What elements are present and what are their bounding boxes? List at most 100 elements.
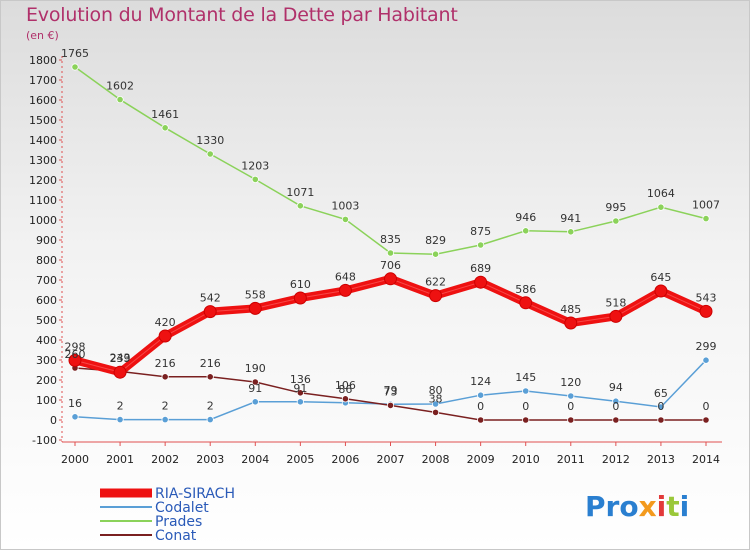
data-point	[564, 316, 578, 330]
data-label: 543	[696, 291, 717, 304]
data-label: 1007	[692, 199, 720, 212]
data-point	[474, 275, 488, 289]
data-point	[161, 373, 169, 381]
y-tick-label: 500	[36, 314, 57, 327]
x-tick-label: 2010	[512, 453, 540, 466]
data-point	[116, 415, 124, 424]
data-label: 622	[425, 276, 446, 289]
y-tick-label: 0	[50, 414, 57, 427]
data-label: 0	[567, 400, 574, 413]
data-point	[609, 309, 623, 323]
data-label: 124	[470, 375, 491, 388]
data-point	[116, 96, 124, 104]
y-tick-label: 1400	[29, 134, 57, 147]
y-tick-label: 1000	[29, 214, 57, 227]
y-tick-label: 700	[36, 274, 57, 287]
x-tick-label: 2004	[241, 453, 269, 466]
legend-label: Prades	[155, 514, 202, 530]
y-tick-label: 1300	[29, 154, 57, 167]
data-label: 1461	[151, 108, 179, 121]
data-label: 586	[515, 283, 536, 296]
data-label: 0	[703, 400, 710, 413]
data-point	[341, 395, 350, 403]
data-point	[206, 415, 214, 424]
data-point	[206, 150, 214, 158]
x-tick-label: 2005	[286, 453, 314, 466]
data-point	[431, 250, 440, 258]
logo-part: i	[656, 490, 667, 523]
data-label: 79	[384, 384, 398, 397]
data-point	[384, 272, 397, 286]
data-point	[612, 397, 620, 405]
x-tick-label: 2007	[377, 453, 405, 466]
data-point	[386, 249, 395, 257]
data-label: 1602	[106, 80, 134, 93]
chart-title: Evolution du Montant de la Dette par Hab…	[26, 4, 458, 26]
data-label: 216	[155, 357, 176, 370]
x-tick-label: 2009	[467, 453, 495, 466]
logo-part: t	[666, 490, 680, 523]
y-tick-label: 100	[36, 394, 57, 407]
y-tick-label: 1700	[29, 74, 57, 87]
legend-label: Codalet	[155, 500, 209, 516]
y-tick-label: 400	[36, 334, 57, 347]
chart-unit: (en €)	[26, 29, 59, 42]
x-tick-label: 2014	[692, 453, 720, 466]
data-label: 80	[429, 384, 443, 397]
logo-part: x	[638, 490, 657, 523]
data-label: 38	[429, 392, 443, 405]
data-label: 2	[117, 400, 124, 413]
data-point	[702, 356, 710, 364]
data-point	[206, 373, 214, 381]
data-point	[431, 408, 440, 416]
data-point	[248, 301, 262, 315]
x-tick-label: 2013	[647, 453, 675, 466]
data-point	[251, 398, 259, 406]
data-label: 1765	[61, 47, 89, 60]
data-label: 2	[207, 400, 214, 413]
data-label: 610	[290, 278, 311, 291]
x-tick-label: 2006	[331, 453, 359, 466]
data-label: 542	[200, 292, 221, 305]
series-line-prades	[74, 66, 707, 255]
data-point	[567, 416, 575, 424]
data-point	[203, 305, 217, 319]
data-label: 1071	[286, 186, 314, 199]
data-point	[654, 284, 668, 298]
data-point	[477, 391, 485, 399]
data-point	[431, 400, 440, 408]
data-point	[71, 413, 79, 421]
data-point	[477, 241, 485, 249]
data-label: 0	[612, 400, 619, 413]
data-label: 243	[110, 351, 131, 364]
x-tick-label: 2002	[151, 453, 179, 466]
data-point	[702, 416, 710, 424]
x-tick-label: 2000	[61, 453, 89, 466]
data-label: 0	[657, 400, 664, 413]
logo-part: i	[679, 490, 690, 523]
data-point	[293, 291, 307, 305]
x-tick-label: 2008	[422, 453, 450, 466]
data-label: 73	[384, 385, 398, 398]
data-point	[477, 416, 485, 424]
legend-label: Conat	[155, 528, 197, 544]
y-tick-label: 1100	[29, 194, 57, 207]
data-label: 706	[380, 259, 401, 272]
data-point	[386, 401, 395, 409]
data-label: 65	[654, 387, 668, 400]
data-label: 1064	[647, 187, 675, 200]
x-tick-label: 2003	[196, 453, 224, 466]
data-label: 941	[560, 212, 581, 225]
y-tick-label: 600	[36, 294, 57, 307]
data-label: 829	[425, 234, 446, 247]
data-label: 16	[68, 397, 82, 410]
data-label: 91	[248, 382, 262, 395]
data-point	[702, 215, 710, 223]
data-point	[161, 415, 169, 424]
data-label: 86	[338, 383, 352, 396]
data-label: 145	[515, 371, 536, 384]
data-point	[341, 215, 350, 223]
data-label: 260	[65, 348, 86, 361]
y-tick-label: 800	[36, 254, 57, 267]
